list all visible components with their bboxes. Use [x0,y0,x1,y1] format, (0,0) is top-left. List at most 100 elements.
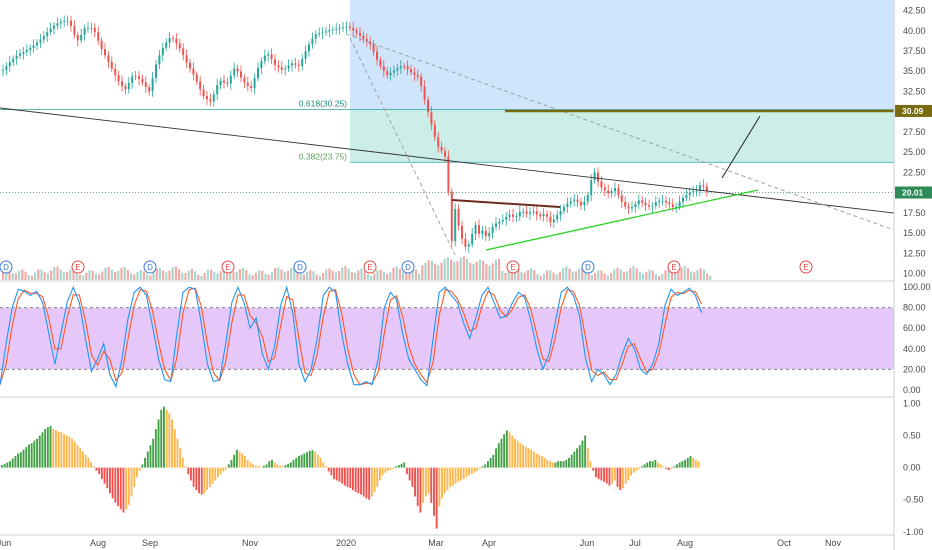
oscillator-bar [68,436,71,468]
long-trendline [0,107,895,214]
oscillator-bar [522,445,524,468]
oscillator-bar [165,409,168,468]
oscillator-bar [11,458,14,468]
candle-body [532,211,535,213]
earnings-marker[interactable]: E [363,260,377,274]
candle-body [675,206,678,208]
volume-bar [539,275,542,280]
oscillator-bar [365,467,368,499]
candle-body [552,219,555,223]
dividend-marker[interactable]: D [0,260,13,274]
volume-bar [267,274,270,280]
dividend-marker[interactable]: D [143,260,157,274]
volume-bar [606,275,609,280]
dashed-trendline-upper [345,33,895,231]
earnings-marker[interactable]: E [799,260,813,274]
candle-body [277,65,280,68]
dividend-marker[interactable]: D [293,260,307,274]
volume-bar [21,269,24,280]
volume-bar [459,257,462,280]
oscillator-bar [586,448,589,468]
oscillator-bar [495,448,497,468]
oscillator-bar [136,467,138,478]
oscillator-bar [457,467,460,482]
axis-background [894,0,932,550]
candle-body [365,38,368,42]
oscillator-bar [119,467,122,510]
oscillator-bar [49,425,52,468]
oscillator-bar [73,441,76,468]
oscillator-bar [1,465,3,468]
volume-bar [216,273,219,280]
volume-bar [37,269,40,280]
volume-bar [421,265,424,280]
oscillator-bar [411,467,414,487]
oscillator-bar [330,467,333,476]
candle-body [206,96,208,100]
oscillator-bar [373,467,376,492]
oscillator-bar [306,452,308,468]
candle-body [447,156,450,192]
oscillator-bar [276,464,279,468]
candle-body [668,202,671,205]
volume-bar [210,269,213,280]
volume-bar [702,269,705,280]
oscillator-bar [559,461,562,468]
volume-bar [571,271,574,280]
volume-bar [165,272,168,280]
volume-bar [552,272,555,280]
candle-body [182,48,185,56]
oscillator-bar [360,467,362,495]
volume-bar [155,268,158,280]
oscillator-bar [233,454,236,468]
volume-bar [613,269,616,280]
oscillator-bar [33,440,36,468]
dividend-marker[interactable]: D [401,260,415,274]
candle-body [644,202,647,206]
candle-body [70,20,72,26]
volume-bar [62,272,65,280]
oscillator-bar [149,445,152,468]
earnings-marker[interactable]: E [667,260,681,274]
time-tick-label: Sep [142,538,158,548]
oscillator-bar [195,467,198,491]
dividend-marker[interactable]: D [581,260,595,274]
candle-body [335,28,338,30]
candle-body [410,69,412,73]
volume-bar [373,273,376,280]
volume-bar [254,272,257,280]
time-tick-label: Jul [629,538,641,548]
target-price-badge-label: 30.09 [902,106,924,116]
stoch-d-line [0,287,702,386]
stoch-tick-label: 60.00 [903,323,926,333]
candle-body [634,204,637,208]
volume-bar [558,272,561,280]
price-axis[interactable]: 42.5040.0037.5035.0032.5030.0027.5025.00… [893,0,932,550]
earnings-icon [71,260,85,274]
volume-bar [101,271,104,280]
earnings-marker[interactable]: E [71,260,85,274]
volume-bar [402,271,405,280]
oscillator-bar [41,432,44,468]
volume-bar [414,269,417,280]
volume-bar [507,271,510,280]
volume-bar [475,261,478,280]
volume-bar [562,268,565,280]
oscillator-bar [289,462,292,468]
candle-body [658,200,661,203]
oscillator-bar [173,429,176,468]
earnings-marker[interactable]: E [506,260,520,274]
volume-bar [24,271,27,280]
volume-bar [206,269,209,280]
candle-body [301,58,304,66]
oscillator-bar [241,453,244,468]
stochastic-panel[interactable] [0,280,894,389]
volume-bar [184,273,187,280]
earnings-marker[interactable]: E [221,260,235,274]
oscillator-panel[interactable] [0,396,894,529]
oscillator-bar [171,419,173,468]
price-panel[interactable]: 0.618(30.25) 0.382(23.75) D E D E D E D E D E E [0,0,895,280]
oscillator-bar [46,427,49,468]
candle-body [529,212,531,214]
time-axis[interactable]: Jun Aug Sep Nov 2020 Mar Apr Jun Jul Aug Oct Nov [0,534,894,548]
